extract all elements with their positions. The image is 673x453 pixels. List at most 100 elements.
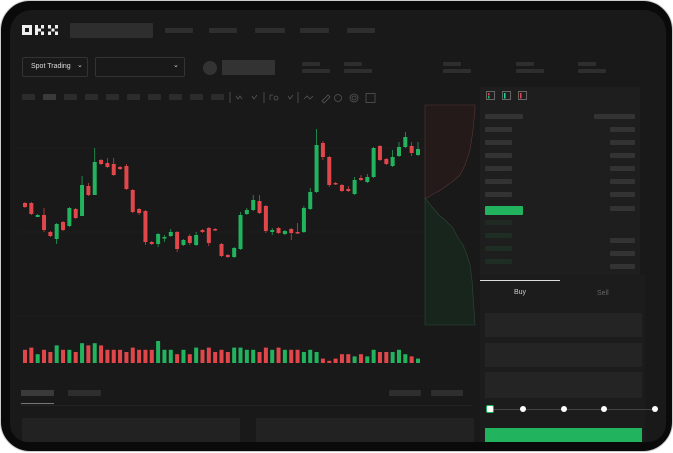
timeframe-button[interactable] [211,94,224,100]
filter-button[interactable] [389,390,421,396]
screenshot-icon[interactable] [334,94,342,102]
volume-bar [276,347,281,363]
header-search-placeholder[interactable] [70,23,153,38]
stat-label [302,62,320,66]
nav-item[interactable] [255,28,285,33]
volume-bar [61,349,66,363]
indicator-icon[interactable] [251,94,258,100]
filter-button[interactable] [431,390,463,396]
bids-only-icon[interactable] [502,91,511,100]
candle-body [137,209,142,213]
amount-slider-track[interactable] [490,409,656,410]
candle-body [270,230,275,232]
candle-body [308,192,313,209]
tab-sell[interactable]: Sell [597,290,609,297]
timeframe-button[interactable] [190,94,203,100]
slider-stop-25[interactable] [520,406,526,412]
slider-stop-100[interactable] [652,406,658,412]
asks-only-icon[interactable] [518,91,527,100]
volume-bar [396,349,401,363]
volume-bar [390,352,395,363]
timeframe-button[interactable] [106,94,119,100]
timeframe-button[interactable] [85,94,98,100]
volume-bar [99,345,104,363]
tab-open-orders[interactable] [21,390,54,396]
candle-body [168,232,173,236]
ask-amount [610,127,635,132]
stat-label [344,62,362,66]
candle-body [295,232,300,234]
candle-body [162,237,167,239]
volume-bar [124,352,129,363]
orderbook-header-price [485,114,523,119]
timeframe-button[interactable] [64,94,77,100]
volume-bar [130,347,135,363]
candle-body [61,222,66,230]
volume-bar [244,349,249,363]
timeframe-button[interactable] [127,94,140,100]
price-input[interactable] [485,313,642,337]
ask-amount [610,179,635,184]
bid-amount [610,264,635,269]
slider-handle[interactable] [486,405,494,413]
stat-value [302,69,330,73]
volume-bar [213,352,218,363]
timeframe-button[interactable] [43,94,56,100]
target-icon[interactable] [349,93,359,103]
candle-body [320,143,325,157]
candle-body [35,215,40,217]
timeframe-button[interactable] [148,94,161,100]
bid-amount [610,251,635,256]
okx-logo[interactable] [22,25,60,36]
candlestick-chart[interactable] [10,10,480,370]
nav-item[interactable] [300,28,329,33]
candle-body [42,215,47,230]
orderbook-header-amount [594,114,635,119]
slider-stop-50[interactable] [561,406,567,412]
tab-buy[interactable]: Buy [514,289,527,296]
timeframe-button[interactable] [169,94,182,100]
volume-bar [137,349,142,363]
tab-order-history[interactable] [68,390,101,396]
orders-card [22,418,240,442]
ask-price [485,179,512,184]
settings-chevron-icon[interactable] [287,94,294,100]
candle-body [276,228,281,233]
nav-item[interactable] [347,28,375,33]
amount-input[interactable] [485,343,642,367]
line-tool-icon[interactable] [303,95,314,100]
volume-bar [149,349,154,363]
volume-bar [384,352,389,363]
volume-bar [339,354,344,363]
buy-tab-underline [480,280,560,281]
fx-icon[interactable] [269,94,279,101]
candle-body [124,166,129,189]
timeframe-button[interactable] [22,94,35,100]
volume-bar [29,347,34,363]
fullscreen-icon[interactable] [365,93,376,103]
spot-trading-selector[interactable]: Spot Trading ⌄ [22,57,88,77]
ruler-icon[interactable] [321,94,331,104]
slider-stop-75[interactable] [601,406,607,412]
nav-item[interactable] [209,28,237,33]
ask-amount [610,206,635,211]
volume-bar [194,347,199,363]
volume-bar [168,349,173,363]
candle-body [238,215,243,249]
candle-body [377,146,382,160]
pair-selector[interactable]: ⌄ [95,57,185,77]
candle-body [86,186,91,195]
nav-item[interactable] [165,28,193,33]
total-input[interactable] [485,372,642,398]
candle-body [339,185,344,191]
candle-body [80,185,85,216]
both-sides-icon[interactable] [486,91,495,100]
volume-bar [187,354,192,363]
ask-amount [610,140,635,145]
candle-type-icon[interactable] [235,95,243,100]
volume-bar [346,354,351,363]
buy-submit-button[interactable] [485,428,642,442]
volume-bar [416,358,420,363]
last-price [485,206,523,215]
spot-trading-label: Spot Trading [31,63,71,70]
